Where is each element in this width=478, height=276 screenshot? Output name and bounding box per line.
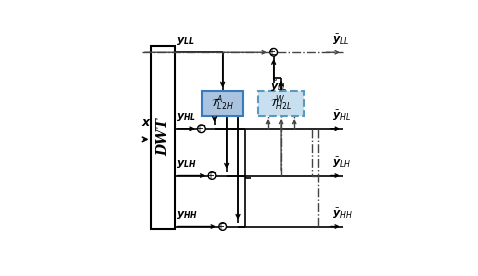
Text: $\bfit{y}_{LL}$: $\bfit{y}_{LL}$ [176,35,195,47]
Text: DWT: DWT [156,118,170,156]
FancyBboxPatch shape [152,46,175,229]
Text: $\bfit{y}_{HL}$: $\bfit{y}_{HL}$ [176,112,196,123]
Text: $\bfit{x}$: $\bfit{x}$ [141,116,152,129]
Text: +: + [206,171,214,181]
Text: $\bar{\bfit{y}}_{LH}$: $\bar{\bfit{y}}_{LH}$ [332,156,351,170]
Text: $\mathcal{T}^W_{H2L}$: $\mathcal{T}^W_{H2L}$ [270,94,293,113]
Text: $\mathcal{T}^A_{L2H}$: $\mathcal{T}^A_{L2H}$ [211,94,234,113]
Text: +: + [216,222,224,232]
Text: −: − [208,168,217,178]
Text: −: − [219,219,228,229]
Text: $\bfit{y}_{LH}$: $\bfit{y}_{LH}$ [176,158,196,170]
Text: $\bar{\bfit{y}}_{HH}$: $\bar{\bfit{y}}_{HH}$ [332,207,353,221]
Circle shape [208,172,216,179]
Text: $\bar{\bfit{y}}_{HL}$: $\bar{\bfit{y}}_{HL}$ [332,109,351,123]
Text: $\tilde{\bfit{y}}_{LL}$: $\tilde{\bfit{y}}_{LL}$ [270,79,287,94]
Text: $\bar{\bfit{y}}_{LL}$: $\bar{\bfit{y}}_{LL}$ [332,33,350,47]
Text: $\bfit{y}_{HH}$: $\bfit{y}_{HH}$ [176,209,198,221]
FancyBboxPatch shape [203,91,243,116]
Text: −: − [270,50,278,60]
Text: +: + [195,124,203,134]
Circle shape [270,48,278,56]
Text: +: + [267,47,275,57]
Circle shape [219,223,227,230]
FancyBboxPatch shape [258,91,304,116]
Circle shape [197,125,205,132]
Text: −: − [198,121,206,131]
